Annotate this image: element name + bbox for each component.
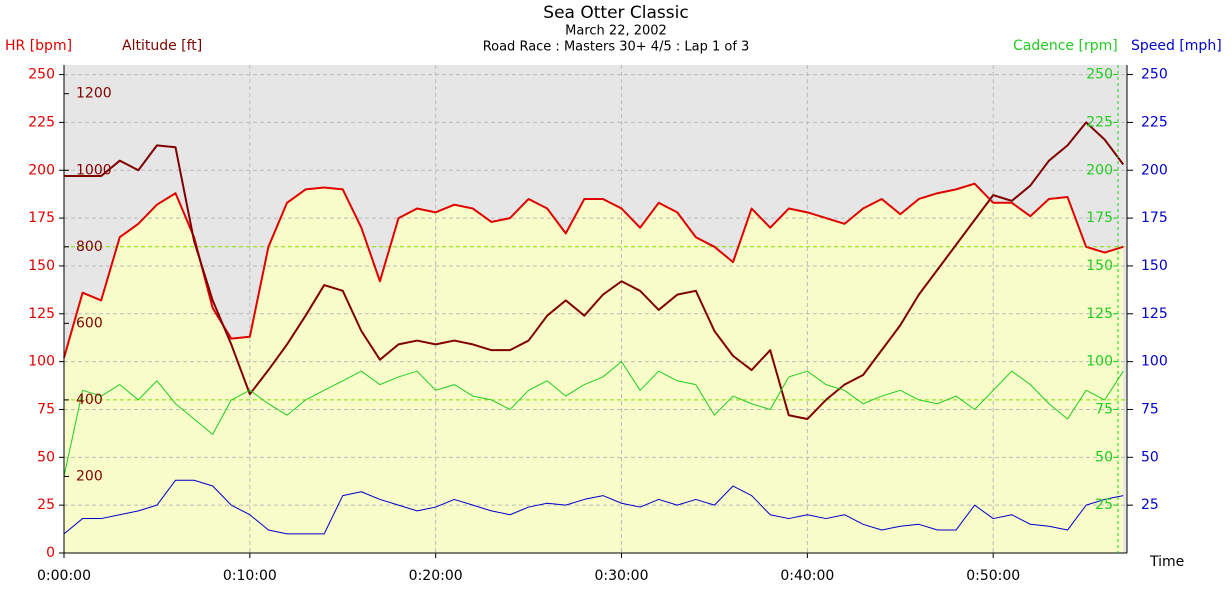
y-tick-label: 200 — [76, 468, 103, 484]
chart-subtitle: March 22, 2002 — [565, 24, 667, 39]
y-tick-label: 200 — [1141, 162, 1168, 178]
x-tick-label: 0:50:00 — [966, 568, 1020, 584]
y-tick-label: 100 — [1141, 354, 1168, 370]
y-axis-label: Cadence [rpm] — [1013, 38, 1118, 54]
y-tick-label: 75 — [1095, 401, 1113, 417]
y-axis-label: Speed [mph] — [1131, 38, 1222, 54]
y-tick-label: 175 — [1086, 210, 1113, 226]
y-tick-label: 150 — [28, 258, 55, 274]
y-tick-label: 200 — [28, 162, 55, 178]
y-tick-label: 250 — [1086, 67, 1113, 83]
x-tick-label: 0:00:00 — [37, 568, 91, 584]
y-tick-label: 125 — [1086, 306, 1113, 322]
y-tick-label: 250 — [1141, 67, 1168, 83]
area — [64, 183, 1124, 553]
y-axis-label: HR [bpm] — [5, 38, 72, 54]
chart-subtitle: Road Race : Masters 30+ 4/5 : Lap 1 of 3 — [483, 40, 750, 55]
y-tick-label: 1200 — [76, 86, 112, 102]
y-tick-label: 125 — [1141, 306, 1168, 322]
y-tick-label: 400 — [76, 392, 103, 408]
y-tick-label: 125 — [28, 306, 55, 322]
y-tick-label: 175 — [28, 210, 55, 226]
y-axis-label: Altitude [ft] — [122, 38, 202, 54]
y-tick-label: 0 — [46, 545, 55, 561]
y-tick-label: 150 — [1086, 258, 1113, 274]
y-tick-label: 225 — [1086, 114, 1113, 130]
y-tick-label: 75 — [1141, 401, 1159, 417]
line — [63, 479, 1124, 535]
x-tick-label: 0:20:00 — [409, 568, 463, 584]
y-tick-label: 75 — [37, 401, 55, 417]
line — [63, 361, 1124, 477]
line — [63, 182, 1124, 359]
y-tick-label: 50 — [1141, 449, 1159, 465]
y-tick-label: 25 — [37, 497, 55, 513]
y-tick-label: 100 — [1086, 354, 1113, 370]
x-tick-label: 0:10:00 — [223, 568, 277, 584]
y-tick-label: 100 — [28, 354, 55, 370]
y-tick-label: 600 — [76, 315, 103, 331]
y-tick-label: 50 — [37, 449, 55, 465]
y-tick-label: 225 — [1141, 114, 1168, 130]
line — [64, 121, 1125, 421]
y-tick-label: 225 — [28, 114, 55, 130]
chart-title: Sea Otter Classic — [543, 3, 688, 23]
y-tick-label: 800 — [76, 239, 103, 255]
y-tick-label: 150 — [1141, 258, 1168, 274]
x-tick-label: 0:30:00 — [595, 568, 649, 584]
x-tick-label: 0:40:00 — [780, 568, 834, 584]
x-axis-label: Time — [1149, 554, 1184, 570]
y-tick-label: 200 — [1086, 162, 1113, 178]
y-tick-label: 25 — [1095, 497, 1113, 513]
y-tick-label: 250 — [28, 67, 55, 83]
y-tick-label: 50 — [1095, 449, 1113, 465]
y-tick-label: 1000 — [76, 162, 112, 178]
y-tick-label: 175 — [1141, 210, 1168, 226]
y-tick-label: 25 — [1141, 497, 1159, 513]
